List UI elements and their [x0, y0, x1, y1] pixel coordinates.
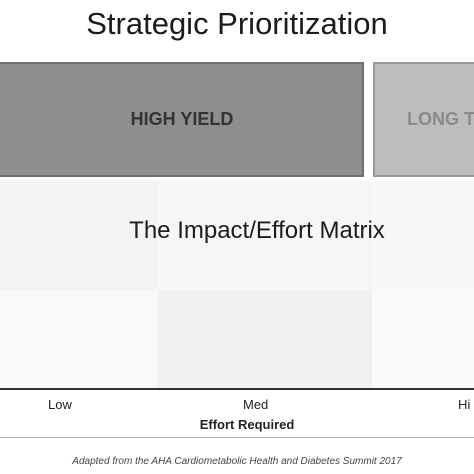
matrix-cell-low-left — [0, 290, 158, 388]
quadrant-long-term: LONG T — [373, 62, 474, 177]
matrix-cell-mid-left — [0, 180, 158, 290]
x-tick-high: Hi — [458, 397, 471, 412]
matrix-caption: The Impact/Effort Matrix — [129, 217, 385, 244]
x-axis-divider — [0, 437, 474, 438]
x-axis-line — [0, 388, 474, 390]
quadrant-long-term-label: LONG T — [407, 109, 474, 129]
x-tick-low: Low — [48, 397, 72, 412]
x-axis-title: Effort Required — [199, 417, 295, 432]
matrix-cell-mid-center — [158, 180, 372, 290]
source-footnote: Adapted from the AHA Cardiometabolic Hea… — [72, 456, 402, 467]
matrix-cell-low-center — [158, 290, 372, 388]
page-title: Strategic Prioritization — [86, 6, 388, 41]
quadrant-high-yield: HIGH YIELD — [0, 62, 364, 177]
quadrant-high-yield-label: HIGH YIELD — [130, 109, 234, 129]
matrix-cell-low-right — [372, 290, 474, 388]
x-tick-med: Med — [243, 397, 269, 412]
matrix-cell-mid-right — [372, 180, 474, 290]
